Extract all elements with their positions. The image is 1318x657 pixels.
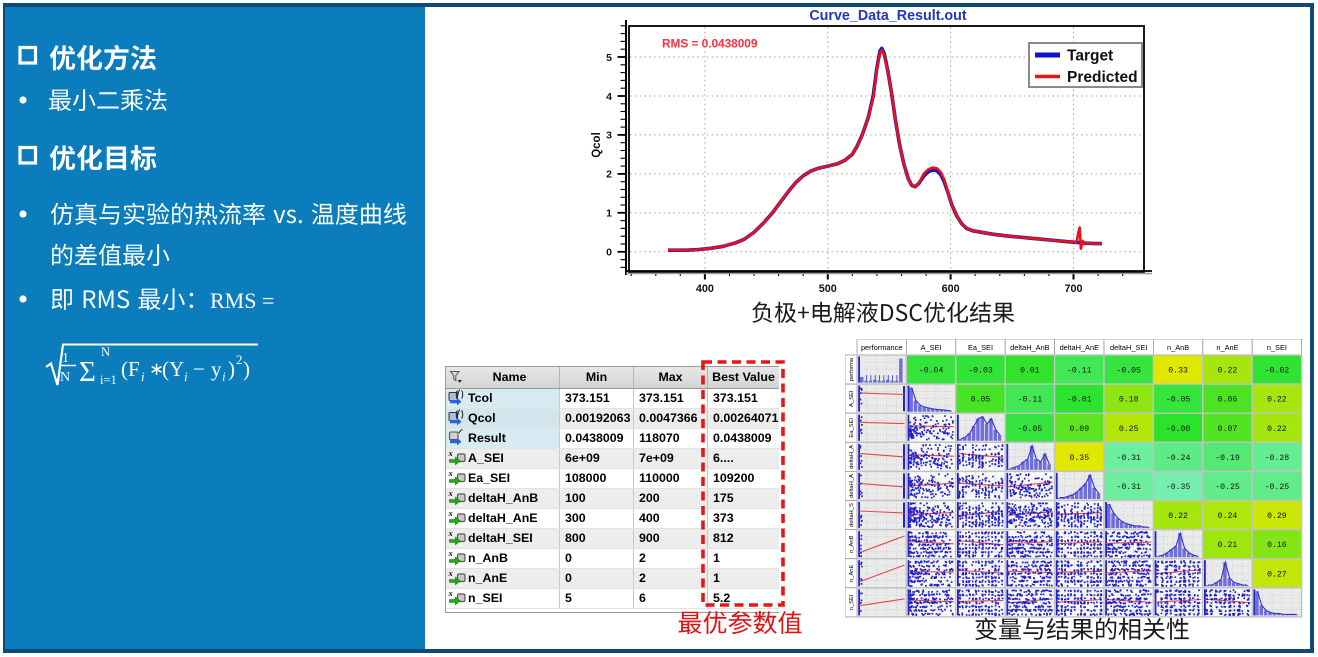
svg-text:0.35: 0.35 <box>1069 454 1089 463</box>
svg-text:0.29: 0.29 <box>1267 512 1287 521</box>
svg-text:-0.05: -0.05 <box>1166 396 1191 405</box>
svg-text:A_SEI: A_SEI <box>849 390 855 407</box>
svg-text:(Y: (Y <box>162 357 184 381</box>
svg-text:0.22: 0.22 <box>1218 367 1238 376</box>
svg-text:-0.11: -0.11 <box>1018 396 1043 405</box>
svg-text:4: 4 <box>606 91 612 103</box>
svg-text:0.27: 0.27 <box>1267 570 1287 579</box>
svg-text:x: x <box>448 489 454 498</box>
svg-text:1: 1 <box>62 351 69 366</box>
svg-text:0.01: 0.01 <box>1020 367 1040 376</box>
svg-text:x: x <box>448 509 454 518</box>
svg-text:performance: performance <box>861 343 903 352</box>
svg-text:-0.05: -0.05 <box>1018 425 1043 434</box>
svg-text:Qcol: Qcol <box>591 132 603 158</box>
svg-text:): ) <box>243 357 250 381</box>
svg-text:x: x <box>448 589 454 598</box>
svg-text:Σ: Σ <box>79 356 96 388</box>
svg-text:n_SEI: n_SEI <box>1267 343 1287 352</box>
svg-text:0: 0 <box>606 247 612 259</box>
svg-text:-0.03: -0.03 <box>968 367 993 376</box>
svg-text:deltaH_AnE: deltaH_AnE <box>1060 343 1100 352</box>
svg-text:-0.35: -0.35 <box>1166 483 1191 492</box>
svg-text:-0.04: -0.04 <box>919 367 944 376</box>
svg-text:-0.01: -0.01 <box>1067 396 1092 405</box>
svg-text:deltaH_SEI: deltaH_SEI <box>1110 343 1147 352</box>
svg-text:5: 5 <box>606 52 612 64</box>
svg-text:-0.19: -0.19 <box>1215 454 1240 463</box>
svg-text:0.09: 0.09 <box>1069 425 1089 434</box>
svg-text:−: − <box>193 357 205 381</box>
svg-text:-0.28: -0.28 <box>1265 454 1290 463</box>
svg-text:2: 2 <box>606 169 612 181</box>
svg-text:0.22: 0.22 <box>1267 396 1287 405</box>
svg-text:1: 1 <box>606 208 612 220</box>
svg-text:i: i <box>222 369 226 384</box>
svg-text:500: 500 <box>819 283 837 295</box>
svg-text:0.33: 0.33 <box>1168 367 1188 376</box>
svg-text:0.16: 0.16 <box>1267 541 1287 550</box>
svg-text:x: x <box>448 549 454 558</box>
svg-text:Curve_Data_Result.out: Curve_Data_Result.out <box>809 8 967 24</box>
svg-text:deltaH_A: deltaH_A <box>849 474 855 498</box>
svg-text:N: N <box>101 345 110 359</box>
svg-text:Predicted: Predicted <box>1067 69 1138 86</box>
svg-text:RMS = 0.0438009: RMS = 0.0438009 <box>662 37 758 51</box>
svg-text:0.24: 0.24 <box>1218 512 1238 521</box>
svg-text:-0.00: -0.00 <box>1166 425 1191 434</box>
svg-text:Target: Target <box>1067 48 1113 65</box>
svg-text:i: i <box>184 369 188 384</box>
svg-text:0.18: 0.18 <box>1119 396 1139 405</box>
svg-text:0.25: 0.25 <box>1119 425 1139 434</box>
svg-text:600: 600 <box>942 283 960 295</box>
svg-text:0.06: 0.06 <box>1218 396 1238 405</box>
svg-text:x: x <box>448 569 454 578</box>
svg-text:-0.31: -0.31 <box>1116 483 1141 492</box>
svg-text:): ) <box>228 357 235 381</box>
svg-text:n_AnB: n_AnB <box>849 535 855 553</box>
svg-text:3: 3 <box>606 130 612 142</box>
svg-text:x: x <box>448 449 454 458</box>
svg-text:deltaH_A: deltaH_A <box>849 445 855 469</box>
svg-text:-0.25: -0.25 <box>1265 483 1290 492</box>
svg-text:Ea_SEI: Ea_SEI <box>849 418 855 438</box>
svg-text:x: x <box>448 469 454 478</box>
svg-text:n_SEI: n_SEI <box>849 594 855 610</box>
svg-text:Ea_SEI: Ea_SEI <box>968 343 993 352</box>
svg-text:∗: ∗ <box>149 359 164 379</box>
svg-text:i: i <box>141 369 145 384</box>
svg-text:700: 700 <box>1064 283 1082 295</box>
svg-text:deltaH_S: deltaH_S <box>849 503 855 527</box>
svg-text:i=1: i=1 <box>100 373 117 387</box>
svg-text:deltaH_AnB: deltaH_AnB <box>1010 343 1050 352</box>
svg-text:(F: (F <box>121 357 140 381</box>
svg-text:-0.11: -0.11 <box>1067 367 1092 376</box>
svg-text:x: x <box>448 529 454 538</box>
svg-text:0.22: 0.22 <box>1168 512 1188 521</box>
svg-text:0.07: 0.07 <box>1218 425 1238 434</box>
svg-text:0.05: 0.05 <box>971 396 991 405</box>
svg-text:-0.24: -0.24 <box>1166 454 1191 463</box>
svg-text:n_AnE: n_AnE <box>849 564 855 582</box>
svg-text:N: N <box>60 370 70 385</box>
svg-text:0.22: 0.22 <box>1267 425 1287 434</box>
svg-text:n_AnB: n_AnB <box>1167 343 1189 352</box>
svg-text:performa: performa <box>849 357 855 381</box>
svg-text:-0.25: -0.25 <box>1215 483 1240 492</box>
svg-text:2: 2 <box>236 352 243 367</box>
svg-text:-0.31: -0.31 <box>1116 454 1141 463</box>
svg-text:A_SEI: A_SEI <box>921 343 942 352</box>
svg-text:n_AnE: n_AnE <box>1216 343 1238 352</box>
svg-text:0.21: 0.21 <box>1218 541 1238 550</box>
svg-text:-0.02: -0.02 <box>1265 367 1290 376</box>
svg-text:400: 400 <box>696 283 714 295</box>
svg-text:y: y <box>211 357 222 381</box>
svg-text:-0.05: -0.05 <box>1116 367 1141 376</box>
svg-text:RMS =: RMS = <box>210 288 274 313</box>
